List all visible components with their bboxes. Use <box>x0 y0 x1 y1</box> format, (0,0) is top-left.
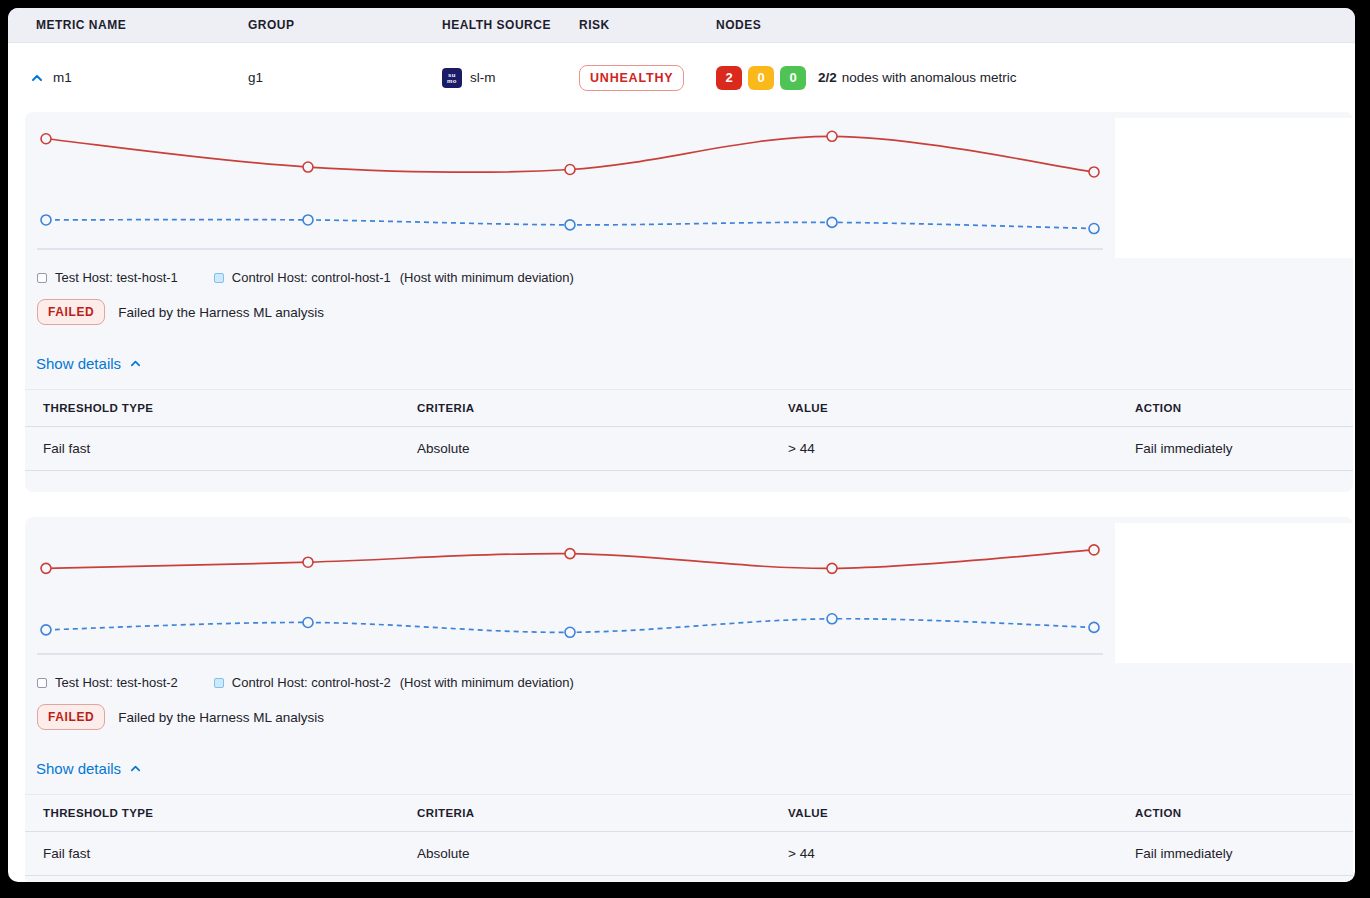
verification-metrics-panel: METRIC NAME GROUP HEALTH SOURCE RISK NOD… <box>8 8 1355 882</box>
analysis-status-text: Failed by the Harness ML analysis <box>118 305 324 320</box>
col-value: VALUE <box>788 402 1135 414</box>
control-host-swatch[interactable] <box>214 273 224 283</box>
test-host-label: Test Host: test-host-1 <box>55 270 178 285</box>
criteria-value: Absolute <box>417 846 788 861</box>
risk-status-badge: UNHEALTHY <box>579 65 684 91</box>
col-metric-name: METRIC NAME <box>8 18 248 32</box>
criteria-value: Absolute <box>417 441 788 456</box>
chart-legend-1: Test Host: test-host-1 Control Host: con… <box>25 270 1353 285</box>
nodes-summary: 2/2nodes with anomalous metric <box>818 70 1017 85</box>
failed-badge: FAILED <box>37 704 105 730</box>
threshold-table-header: THRESHOLD TYPE CRITERIA VALUE ACTION <box>25 794 1353 832</box>
col-threshold-type: THRESHOLD TYPE <box>25 402 417 414</box>
health-source-value: sl-m <box>470 70 496 85</box>
metric-chart-1[interactable] <box>25 112 1353 260</box>
section-divider <box>8 492 1355 517</box>
chevron-up-icon <box>129 357 142 370</box>
control-host-label: Control Host: control-host-2 <box>232 675 391 690</box>
value-value: > 44 <box>788 441 1135 456</box>
threshold-table-2: THRESHOLD TYPE CRITERIA VALUE ACTION Fai… <box>25 794 1353 876</box>
threshold-type-value: Fail fast <box>25 441 417 456</box>
threshold-table-1: THRESHOLD TYPE CRITERIA VALUE ACTION Fai… <box>25 389 1353 471</box>
anomalous-nodes-badge: 2 <box>716 66 742 90</box>
test-host-swatch[interactable] <box>37 678 47 688</box>
threshold-table-header: THRESHOLD TYPE CRITERIA VALUE ACTION <box>25 389 1353 427</box>
metric-name-value: m1 <box>53 70 72 85</box>
chart-legend-2: Test Host: test-host-2 Control Host: con… <box>25 675 1353 690</box>
col-value: VALUE <box>788 807 1135 819</box>
threshold-table-row: Fail fast Absolute > 44 Fail immediately <box>25 427 1353 471</box>
col-group: GROUP <box>248 18 442 32</box>
host-analysis-card-1: Test Host: test-host-1 Control Host: con… <box>25 112 1353 492</box>
collapse-chevron-up-icon[interactable] <box>30 71 44 85</box>
action-value: Fail immediately <box>1135 846 1353 861</box>
action-value: Fail immediately <box>1135 441 1353 456</box>
table-column-header: METRIC NAME GROUP HEALTH SOURCE RISK NOD… <box>8 8 1355 43</box>
show-details-link-1[interactable]: Show details <box>36 355 142 372</box>
minimum-deviation-note: (Host with minimum deviation) <box>400 675 574 690</box>
col-risk: RISK <box>579 18 716 32</box>
col-health-source: HEALTH SOURCE <box>442 18 579 32</box>
minimum-deviation-note: (Host with minimum deviation) <box>400 270 574 285</box>
warning-nodes-badge: 0 <box>748 66 774 90</box>
failed-badge: FAILED <box>37 299 105 325</box>
analysis-status-text: Failed by the Harness ML analysis <box>118 710 324 725</box>
value-value: > 44 <box>788 846 1135 861</box>
test-host-label: Test Host: test-host-2 <box>55 675 178 690</box>
col-threshold-type: THRESHOLD TYPE <box>25 807 417 819</box>
chart-side-panel-2 <box>1115 523 1353 663</box>
col-criteria: CRITERIA <box>417 402 788 414</box>
healthy-nodes-badge: 0 <box>780 66 806 90</box>
col-action: ACTION <box>1135 402 1353 414</box>
col-criteria: CRITERIA <box>417 807 788 819</box>
chart-side-panel-1 <box>1115 118 1353 258</box>
control-host-label: Control Host: control-host-1 <box>232 270 391 285</box>
group-value: g1 <box>248 70 263 85</box>
control-host-swatch[interactable] <box>214 678 224 688</box>
col-nodes: NODES <box>716 18 1355 32</box>
host-analysis-card-2: Test Host: test-host-2 Control Host: con… <box>25 517 1353 882</box>
show-details-link-2[interactable]: Show details <box>36 760 142 777</box>
metric-row[interactable]: m1 g1 su mo sl-m UNHEALTHY 2 0 0 2/2node… <box>8 43 1355 112</box>
chevron-up-icon <box>129 762 142 775</box>
metric-chart-2[interactable] <box>25 517 1353 665</box>
sumologic-icon: su mo <box>442 68 462 88</box>
threshold-type-value: Fail fast <box>25 846 417 861</box>
col-action: ACTION <box>1135 807 1353 819</box>
threshold-table-row: Fail fast Absolute > 44 Fail immediately <box>25 832 1353 876</box>
analysis-status-row-2: FAILED Failed by the Harness ML analysis <box>37 704 1353 730</box>
analysis-status-row-1: FAILED Failed by the Harness ML analysis <box>37 299 1353 325</box>
test-host-swatch[interactable] <box>37 273 47 283</box>
